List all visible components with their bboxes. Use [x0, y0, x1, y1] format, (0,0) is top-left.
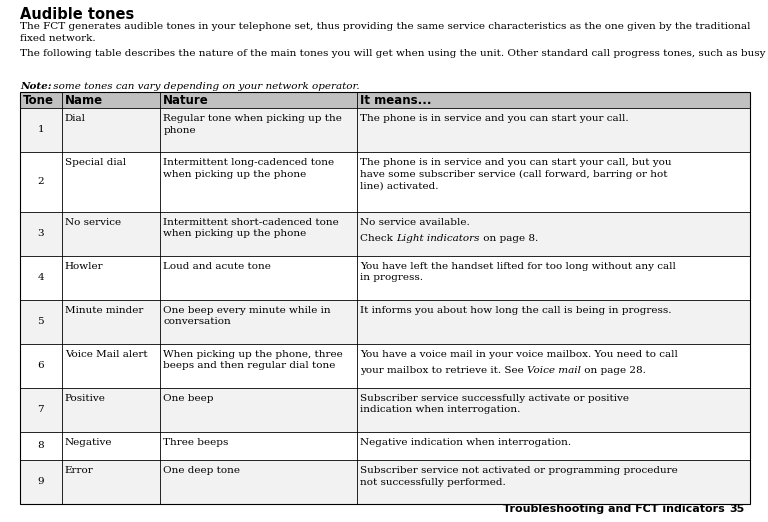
Text: You have left the handset lifted for too long without any call
in progress.: You have left the handset lifted for too… [360, 262, 676, 282]
Text: Tone: Tone [23, 93, 54, 106]
Text: Audible tones: Audible tones [20, 7, 134, 22]
Text: It informs you about how long the call is being in progress.: It informs you about how long the call i… [360, 306, 672, 315]
Text: on page 8.: on page 8. [480, 234, 538, 243]
Text: Nature: Nature [163, 93, 209, 106]
Bar [20, 212, 750, 256]
Text: No service: No service [65, 218, 121, 227]
Text: on page 28.: on page 28. [581, 366, 646, 375]
Text: The phone is in service and you can start your call, but you
have some subscribe: The phone is in service and you can star… [360, 158, 672, 190]
Text: 5: 5 [38, 317, 44, 326]
Text: Light indicators: Light indicators [396, 234, 480, 243]
Text: The following table describes the nature of the main tones you will get when usi: The following table describes the nature… [20, 49, 768, 58]
Text: Intermittent short-cadenced tone
when picking up the phone: Intermittent short-cadenced tone when pi… [163, 218, 339, 239]
Text: Voice mail: Voice mail [528, 366, 581, 375]
Text: 9: 9 [38, 478, 44, 487]
Text: One beep: One beep [163, 394, 214, 403]
Text: 35: 35 [730, 504, 745, 514]
Text: One deep tone: One deep tone [163, 466, 240, 475]
Text: 1: 1 [38, 125, 44, 135]
Bar [20, 92, 750, 504]
Text: Special dial: Special dial [65, 158, 126, 167]
Bar [20, 152, 750, 212]
Text: 7: 7 [38, 406, 44, 414]
Text: When picking up the phone, three
beeps and then regular dial tone: When picking up the phone, three beeps a… [163, 350, 343, 371]
Text: some tones can vary depending on your network operator.: some tones can vary depending on your ne… [50, 82, 359, 91]
Text: Regular tone when picking up the
phone: Regular tone when picking up the phone [163, 114, 342, 135]
Text: Dial: Dial [65, 114, 85, 123]
Bar [20, 432, 750, 460]
Text: 6: 6 [38, 361, 44, 371]
Text: Check: Check [360, 234, 396, 243]
Text: Minute minder: Minute minder [65, 306, 143, 315]
Text: Howler: Howler [65, 262, 103, 271]
Text: Intermittent long-cadenced tone
when picking up the phone: Intermittent long-cadenced tone when pic… [163, 158, 334, 179]
Text: 4: 4 [38, 274, 44, 282]
Text: 3: 3 [38, 230, 44, 239]
Text: Three beeps: Three beeps [163, 438, 229, 447]
Text: The phone is in service and you can start your call.: The phone is in service and you can star… [360, 114, 629, 123]
Text: The FCT generates audible tones in your telephone set, thus providing the same s: The FCT generates audible tones in your … [20, 22, 750, 43]
Text: Subscriber service successfully activate or positive
indication when interrogati: Subscriber service successfully activate… [360, 394, 629, 414]
Text: 2: 2 [38, 177, 44, 186]
Text: Negative indication when interrogation.: Negative indication when interrogation. [360, 438, 571, 447]
Bar [20, 256, 750, 300]
Text: Positive: Positive [65, 394, 105, 403]
Bar [20, 108, 750, 152]
Text: your mailbox to retrieve it. See: your mailbox to retrieve it. See [360, 366, 528, 375]
Text: Voice Mail alert: Voice Mail alert [65, 350, 147, 359]
Text: Error: Error [65, 466, 94, 475]
Text: 8: 8 [38, 442, 44, 450]
Text: One beep every minute while in
conversation: One beep every minute while in conversat… [163, 306, 331, 326]
Text: Name: Name [65, 93, 103, 106]
Bar [20, 460, 750, 504]
Text: You have a voice mail in your voice mailbox. You need to call: You have a voice mail in your voice mail… [360, 350, 678, 359]
Bar [20, 388, 750, 432]
Bar [20, 300, 750, 344]
Text: Negative: Negative [65, 438, 112, 447]
Text: Loud and acute tone: Loud and acute tone [163, 262, 271, 271]
Text: Subscriber service not activated or programming procedure
not successfully perfo: Subscriber service not activated or prog… [360, 466, 678, 487]
Bar [20, 344, 750, 388]
Bar [20, 92, 750, 108]
Text: No service available.: No service available. [360, 218, 470, 227]
Text: Troubleshooting and FCT indicators: Troubleshooting and FCT indicators [503, 504, 725, 514]
Text: It means...: It means... [360, 93, 432, 106]
Text: Note:: Note: [20, 82, 51, 91]
